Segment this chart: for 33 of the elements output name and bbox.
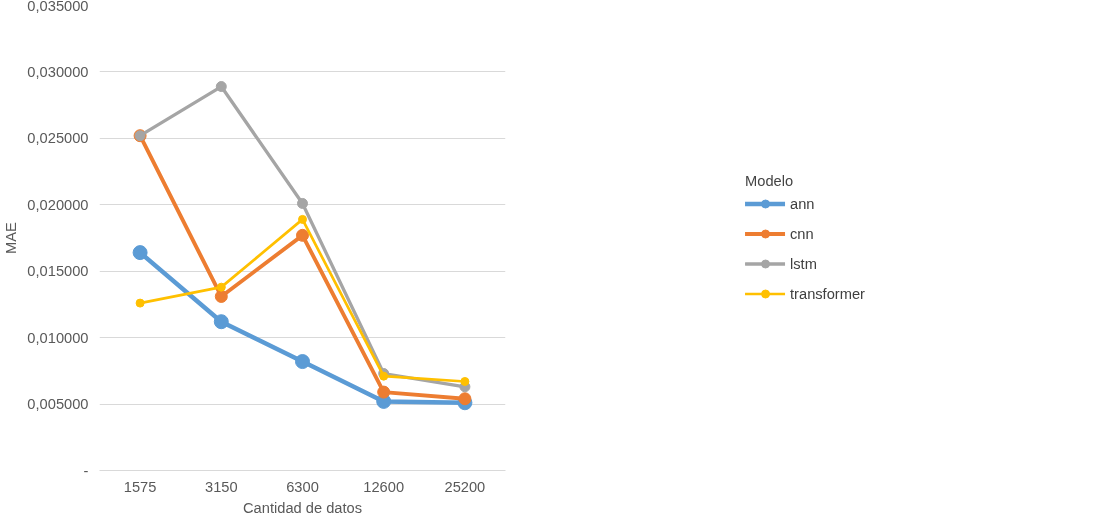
point (297, 197, 308, 209)
y-tick-label: 0,010000 (27, 329, 89, 346)
y-tick-label: 0,020000 (27, 196, 89, 213)
x-tick-label: 3150 (205, 478, 238, 495)
point (132, 245, 148, 261)
legend-label: cnn (790, 225, 814, 241)
point (460, 376, 470, 386)
x-tick-label: 25200 (444, 478, 486, 495)
point (377, 385, 391, 399)
point (458, 392, 472, 406)
x-axis-title: Cantidad de datos (243, 499, 362, 516)
y-tick-label: 0,030000 (27, 63, 89, 80)
legend-label: lstm (790, 255, 817, 271)
legend-label: transformer (790, 285, 865, 301)
y-axis-title: MAE (3, 221, 20, 254)
y-tick-label: 0,025000 (27, 130, 89, 147)
point (298, 214, 307, 224)
x-tick-label: 6300 (286, 478, 319, 495)
legend-label: ann (790, 195, 815, 211)
y-tick-label: 0,015000 (27, 263, 89, 280)
y-tick-label: 0,035000 (27, 0, 89, 14)
point (214, 289, 228, 303)
x-tick-label: 12600 (363, 478, 405, 495)
y-tick-label: 0,005000 (27, 396, 89, 413)
x-tick-label: 1575 (123, 478, 157, 495)
point (215, 81, 227, 93)
legend-title: Modelo (745, 172, 795, 188)
point (296, 228, 309, 242)
point (135, 298, 145, 308)
point (213, 314, 229, 330)
point (216, 282, 226, 292)
y-tick-label: - (83, 462, 89, 479)
point (295, 354, 310, 370)
